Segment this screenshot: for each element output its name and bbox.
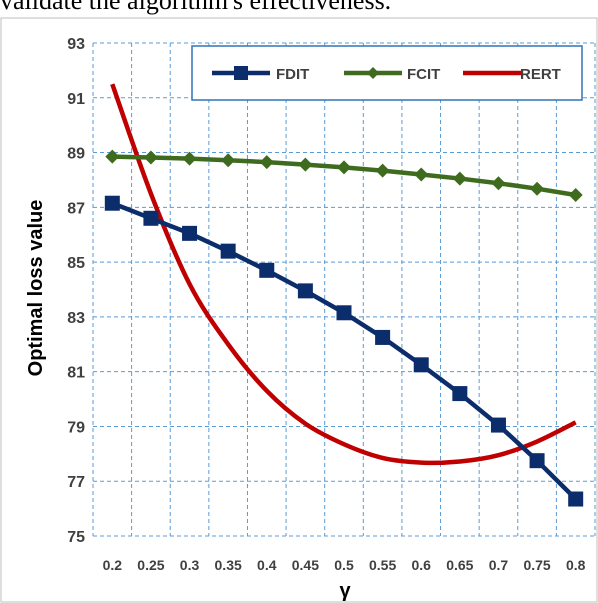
data-point-fcit	[143, 150, 158, 165]
x-tick-label: 0.3	[180, 557, 200, 573]
data-point-fcit	[568, 188, 583, 203]
legend-label-fcit: FCIT	[407, 66, 440, 83]
data-point-fdit	[259, 262, 275, 278]
data-point-fdit	[568, 491, 584, 507]
chart-frame	[0, 17, 598, 603]
data-point-fcit	[452, 171, 467, 186]
data-point-fdit	[529, 453, 545, 469]
data-point-fcit	[182, 151, 197, 166]
legend: FDIT FCIT RERT	[191, 45, 583, 101]
y-axis-title: Optimal loss value	[25, 200, 47, 377]
data-point-fcit	[491, 176, 506, 191]
x-tick-label: 0.25	[137, 557, 164, 573]
x-tick-label: 0.45	[292, 557, 319, 573]
data-point-fdit	[182, 225, 198, 241]
y-tick-label: 77	[67, 474, 85, 491]
data-point-fcit	[298, 157, 313, 172]
x-tick-label: 0.35	[215, 557, 242, 573]
data-point-fdit	[375, 329, 391, 345]
x-tick-label: 0.4	[257, 557, 277, 573]
x-axis-ticks: 0.2 0.25 0.3 0.35 0.4 0.45 0.5 0.55 0.6 0.65 0.7 0.…	[103, 557, 586, 573]
gridlines	[92, 42, 596, 537]
data-point-fcit	[530, 181, 545, 196]
y-tick-label: 91	[67, 91, 85, 108]
data-point-fcit	[221, 153, 236, 168]
x-axis-title: γ	[339, 580, 351, 602]
data-point-fdit	[297, 283, 313, 299]
legend-marker-fcit	[367, 67, 379, 79]
x-tick-label: 0.75	[523, 557, 550, 573]
y-tick-label: 87	[67, 200, 85, 217]
data-point-fdit	[336, 305, 352, 321]
data-point-fcit	[105, 149, 120, 164]
x-tick-label: 0.5	[334, 557, 354, 573]
x-tick-label: 0.6	[411, 557, 431, 573]
data-point-fcit	[375, 163, 390, 178]
y-tick-label: 81	[67, 365, 85, 382]
y-axis-ticks: 75 77 79 81 83 85 87 89 91 93	[67, 36, 85, 546]
x-tick-label: 0.65	[446, 557, 473, 573]
x-tick-label: 0.7	[489, 557, 509, 573]
data-point-fdit	[452, 386, 468, 402]
data-point-fdit	[104, 195, 120, 211]
x-tick-label: 0.2	[103, 557, 123, 573]
y-tick-label: 83	[67, 310, 85, 327]
data-point-fcit	[337, 160, 351, 175]
data-point-fdit	[143, 210, 159, 226]
data-point-fdit	[413, 357, 429, 373]
series-lines	[104, 83, 584, 507]
data-point-fcit	[414, 167, 429, 182]
legend-marker-fdit	[234, 66, 248, 80]
data-point-fdit	[220, 243, 236, 259]
data-point-fcit	[259, 155, 274, 170]
y-tick-label: 93	[67, 36, 85, 53]
y-tick-label: 79	[67, 419, 85, 436]
legend-label-fdit: FDIT	[276, 66, 309, 83]
y-tick-label: 89	[67, 146, 85, 163]
header-text: validate the algorithm's effectiveness.	[0, 0, 392, 15]
y-tick-label: 85	[67, 255, 85, 272]
legend-label-rert: RERT	[520, 66, 561, 83]
y-tick-label: 75	[67, 529, 85, 546]
x-tick-label: 0.55	[369, 557, 396, 573]
x-tick-label: 0.8	[566, 557, 586, 573]
data-point-fdit	[490, 417, 506, 433]
series-line-rert	[110, 83, 577, 466]
